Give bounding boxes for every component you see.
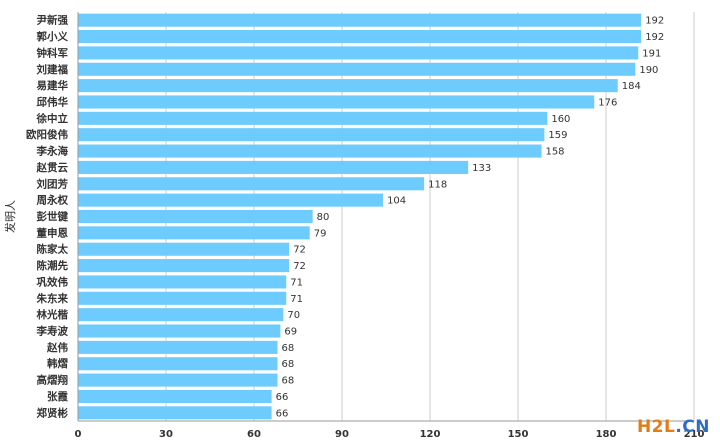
data-label: 68 bbox=[281, 376, 294, 387]
x-tick-label: 150 bbox=[508, 429, 529, 440]
bar bbox=[78, 79, 618, 93]
category-label: 高熠翔 bbox=[37, 374, 69, 387]
category-label: 易建华 bbox=[37, 79, 69, 92]
bar bbox=[78, 373, 278, 387]
data-label: 79 bbox=[314, 228, 327, 239]
site-watermark: H2L.CN bbox=[636, 417, 710, 437]
bar bbox=[78, 259, 290, 273]
bar bbox=[78, 389, 272, 404]
bar bbox=[78, 13, 642, 27]
bar bbox=[78, 226, 310, 240]
data-label: 69 bbox=[284, 327, 297, 338]
category-label: 巩效伟 bbox=[37, 275, 69, 288]
bar bbox=[78, 62, 636, 76]
data-label: 72 bbox=[293, 245, 306, 256]
data-label: 191 bbox=[642, 48, 661, 59]
x-tick-label: 90 bbox=[335, 429, 349, 440]
data-label: 72 bbox=[293, 261, 306, 272]
bar bbox=[78, 275, 287, 289]
bar bbox=[78, 29, 642, 44]
data-label: 104 bbox=[387, 196, 406, 207]
category-label: 刘建福 bbox=[37, 63, 69, 76]
category-label: 李寿波 bbox=[36, 325, 69, 338]
category-label: 邱伟华 bbox=[37, 95, 69, 108]
category-label: 林光楷 bbox=[37, 308, 69, 321]
bar bbox=[78, 242, 290, 256]
category-label: 韩熠 bbox=[47, 357, 68, 370]
category-label: 李永海 bbox=[36, 145, 69, 158]
category-label: 徐中立 bbox=[36, 112, 69, 125]
bar bbox=[78, 324, 281, 338]
data-label: 158 bbox=[545, 147, 564, 158]
category-label: 周永权 bbox=[37, 194, 69, 207]
x-tick-label: 60 bbox=[247, 429, 261, 440]
category-label: 陈家太 bbox=[37, 243, 69, 256]
bar bbox=[78, 406, 272, 420]
data-label: 159 bbox=[548, 130, 567, 141]
bar bbox=[78, 340, 278, 354]
category-label: 刘团芳 bbox=[37, 177, 69, 190]
data-label: 190 bbox=[639, 65, 658, 76]
bar bbox=[78, 144, 542, 158]
data-label: 192 bbox=[645, 32, 664, 43]
y-axis-title: 发明人 bbox=[3, 200, 17, 233]
bar bbox=[78, 291, 287, 305]
category-label: 钟科军 bbox=[37, 46, 69, 59]
bar bbox=[78, 46, 639, 60]
category-label: 陈潮先 bbox=[37, 259, 69, 272]
data-label: 70 bbox=[287, 310, 300, 321]
bar bbox=[78, 308, 284, 322]
category-label: 郑贤彬 bbox=[37, 406, 69, 419]
x-tick-label: 180 bbox=[596, 429, 617, 440]
bar bbox=[78, 160, 469, 174]
data-label: 71 bbox=[290, 294, 303, 305]
data-label: 80 bbox=[317, 212, 330, 223]
category-label: 张霞 bbox=[47, 390, 68, 403]
data-label: 192 bbox=[645, 16, 664, 27]
category-label: 彭世键 bbox=[37, 210, 69, 223]
category-label: 欧阳俊伟 bbox=[26, 128, 68, 141]
x-tick-label: 0 bbox=[75, 429, 82, 440]
x-tick-label: 120 bbox=[420, 429, 441, 440]
bar bbox=[78, 177, 425, 191]
data-label: 68 bbox=[281, 343, 294, 354]
data-label: 66 bbox=[276, 408, 289, 419]
data-label: 71 bbox=[290, 277, 303, 288]
bar bbox=[78, 95, 595, 109]
category-label: 赵贯云 bbox=[36, 161, 69, 174]
bar bbox=[78, 357, 278, 371]
category-label: 董申恩 bbox=[37, 226, 69, 239]
data-label: 176 bbox=[598, 97, 617, 108]
bar bbox=[78, 111, 548, 125]
category-label: 赵伟 bbox=[46, 341, 68, 354]
category-label: 郭小义 bbox=[37, 30, 69, 43]
data-label: 118 bbox=[428, 179, 447, 190]
category-label: 朱东来 bbox=[37, 292, 69, 305]
x-tick-label: 210 bbox=[684, 429, 705, 440]
x-tick-label: 30 bbox=[159, 429, 173, 440]
category-label: 尹新强 bbox=[37, 14, 69, 27]
bar bbox=[78, 193, 384, 207]
data-label: 184 bbox=[622, 81, 641, 92]
bar bbox=[78, 128, 545, 142]
bar bbox=[78, 209, 313, 224]
data-label: 160 bbox=[551, 114, 570, 125]
data-label: 66 bbox=[276, 392, 289, 403]
data-label: 68 bbox=[281, 359, 294, 370]
data-label: 133 bbox=[472, 163, 491, 174]
